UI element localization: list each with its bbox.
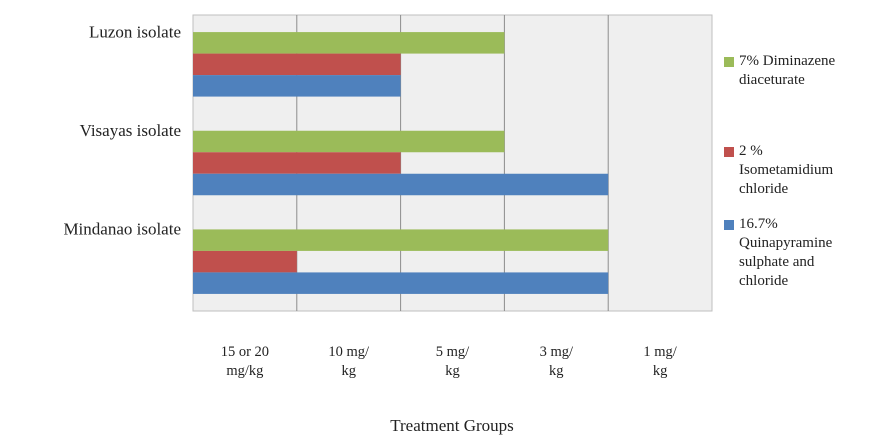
- legend-swatch-green: [724, 57, 734, 67]
- x-tick-label: 15 or 20 mg/kg: [221, 344, 269, 379]
- x-tick-label: 3 mg/kg: [540, 344, 574, 379]
- legend-label: 16.7% Quinapyramine sulphate and chlorid…: [739, 216, 833, 289]
- bar-mindanao-series-2: [193, 250, 297, 273]
- category-label: Mindanao isolate: [63, 220, 181, 239]
- category-labels: Luzon isolate Visayas isolate Mindanao iso…: [63, 22, 181, 238]
- bar-luzon-series-3: [193, 75, 401, 97]
- legend-item-quinapyramine: 16.7% Quinapyramine sulphate and chlorid…: [724, 215, 832, 291]
- x-axis-title: Treatment Groups: [390, 416, 514, 435]
- legend-label: 2 % Isometamidium chloride: [739, 143, 834, 197]
- category-label: Luzon isolate: [89, 22, 181, 41]
- bar-mindanao-series-1: [193, 229, 609, 251]
- x-tick-label: 10 mg/kg: [328, 344, 370, 379]
- bars: [193, 32, 609, 294]
- legend-label: 7% Diminazene diaceturate: [739, 53, 836, 88]
- x-tick-label: 1 mg/kg: [643, 344, 677, 379]
- bar-visayas-series-2: [193, 152, 401, 174]
- bar-visayas-series-3: [193, 173, 609, 196]
- legend-item-isometamidium: 2 % Isometamidium chloride: [724, 142, 833, 199]
- bar-mindanao-series-3: [193, 272, 609, 294]
- bar-luzon-series-1: [193, 32, 505, 54]
- x-tick-labels: 15 or 20 mg/kg 10 mg/kg 5 mg/kg 3 mg/kg 1 mg/…: [221, 344, 678, 379]
- category-label: Visayas isolate: [80, 121, 181, 140]
- bar-luzon-series-2: [193, 53, 401, 76]
- legend-swatch-blue: [724, 220, 734, 230]
- legend-swatch-red: [724, 147, 734, 157]
- bar-visayas-series-1: [193, 130, 505, 153]
- x-tick-label: 5 mg/kg: [436, 344, 470, 379]
- legend-item-diminazene: 7% Diminazene diaceturate: [724, 52, 835, 90]
